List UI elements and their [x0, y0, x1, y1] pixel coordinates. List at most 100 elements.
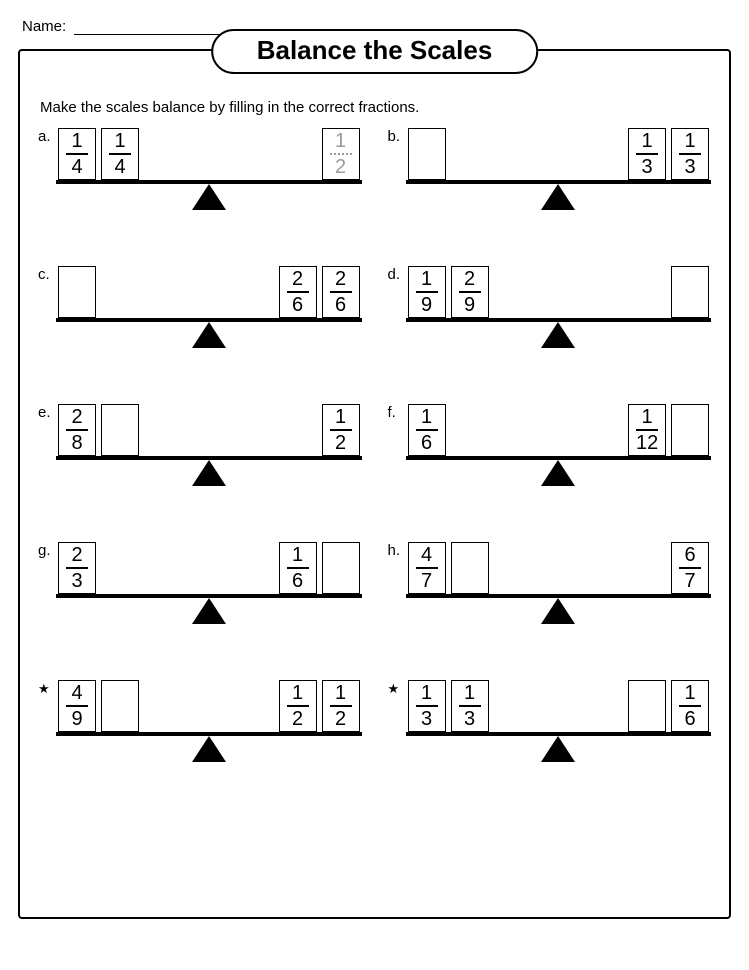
fraction-denominator: 6	[416, 433, 438, 453]
fraction-bar	[679, 567, 701, 569]
fraction-box: 26	[279, 266, 317, 318]
fraction-box: 26	[322, 266, 360, 318]
fraction-box: 47	[408, 542, 446, 594]
scale-right-side	[671, 266, 709, 318]
scale-fulcrum	[192, 460, 226, 486]
fraction-denominator: 6	[287, 571, 309, 591]
balance-scale: 4767	[406, 540, 712, 624]
fraction-numerator: 2	[287, 269, 309, 289]
fraction-bar	[416, 291, 438, 293]
problem-label: f.	[388, 402, 406, 421]
scale-left-side	[408, 128, 446, 180]
fraction-box: 16	[408, 404, 446, 456]
fraction-box-empty[interactable]	[671, 266, 709, 318]
fraction-box: 13	[408, 680, 446, 732]
fraction-bar	[109, 153, 131, 155]
problem-label: h.	[388, 540, 406, 559]
fraction-numerator: 2	[330, 269, 352, 289]
balance-scale: 141412	[56, 126, 362, 210]
fraction-bar	[287, 705, 309, 707]
fraction-box-empty[interactable]	[322, 542, 360, 594]
scale-left-side: 1414	[58, 128, 139, 180]
fraction-bar	[330, 429, 352, 431]
fraction-box-empty[interactable]	[58, 266, 96, 318]
fraction-box: 13	[671, 128, 709, 180]
fraction-box: 28	[58, 404, 96, 456]
problem: d.1929	[388, 264, 712, 348]
fraction-box: 16	[671, 680, 709, 732]
scale-fulcrum	[541, 322, 575, 348]
fraction-box-empty[interactable]	[671, 404, 709, 456]
fraction-box: 67	[671, 542, 709, 594]
fraction-numerator: 2	[66, 407, 88, 427]
scale-beam: 491212	[56, 678, 362, 736]
problem: a.141412	[38, 126, 362, 210]
scale-fulcrum	[541, 598, 575, 624]
fraction-box: 49	[58, 680, 96, 732]
fraction-numerator: 6	[679, 545, 701, 565]
fraction-box-empty[interactable]	[101, 404, 139, 456]
fraction-denominator: 4	[109, 157, 131, 177]
fraction-denominator: 9	[459, 295, 481, 315]
problem-label: c.	[38, 264, 56, 283]
fraction-bar	[416, 705, 438, 707]
problems-grid: a.141412b.1313c.2626d.1929e.2812f.16112g…	[38, 126, 711, 762]
problem: c.2626	[38, 264, 362, 348]
fraction-denominator: 6	[287, 295, 309, 315]
problem-label: a.	[38, 126, 56, 145]
fraction-denominator: 2	[330, 157, 352, 177]
scale-right-side: 16	[628, 680, 709, 732]
scale-beam: 2626	[56, 264, 362, 322]
fraction-box: 12	[322, 680, 360, 732]
fraction-numerator: 2	[66, 545, 88, 565]
scale-beam: 4767	[406, 540, 712, 598]
scale-left-side: 1929	[408, 266, 489, 318]
fraction-denominator: 12	[636, 433, 658, 453]
fraction-box-empty[interactable]	[101, 680, 139, 732]
fraction-box: 12	[322, 404, 360, 456]
scale-right-side: 2626	[279, 266, 360, 318]
scale-right-side: 1313	[628, 128, 709, 180]
scale-beam: 1313	[406, 126, 712, 184]
fraction-bar	[459, 705, 481, 707]
fraction-box-empty[interactable]	[408, 128, 446, 180]
fraction-bar	[66, 705, 88, 707]
fraction-denominator: 3	[679, 157, 701, 177]
problem-label-star	[388, 678, 406, 697]
problem-label: b.	[388, 126, 406, 145]
scale-beam: 16112	[406, 402, 712, 460]
problem-label-star	[38, 678, 56, 697]
fraction-numerator: 1	[109, 131, 131, 151]
balance-scale: 2316	[56, 540, 362, 624]
fraction-numerator: 1	[459, 683, 481, 703]
balance-scale: 131316	[406, 678, 712, 762]
fraction-denominator: 9	[416, 295, 438, 315]
fraction-denominator: 2	[330, 433, 352, 453]
fraction-bar	[287, 291, 309, 293]
fraction-box: 14	[58, 128, 96, 180]
fraction-numerator: 1	[679, 131, 701, 151]
problem: h.4767	[388, 540, 712, 624]
worksheet-frame: Balance the Scales Make the scales balan…	[18, 49, 731, 919]
fraction-denominator: 6	[679, 709, 701, 729]
fraction-numerator: 4	[416, 545, 438, 565]
fraction-box-empty[interactable]	[451, 542, 489, 594]
fraction-numerator: 1	[636, 131, 658, 151]
fraction-bar	[66, 567, 88, 569]
fraction-bar	[287, 567, 309, 569]
fraction-denominator: 7	[416, 571, 438, 591]
fraction-box-empty[interactable]	[628, 680, 666, 732]
scale-right-side: 112	[628, 404, 709, 456]
fraction-box: 12	[322, 128, 360, 180]
instructions-text: Make the scales balance by filling in th…	[40, 99, 711, 116]
scale-right-side: 12	[322, 404, 360, 456]
fraction-numerator: 1	[287, 545, 309, 565]
scale-left-side	[58, 266, 96, 318]
fraction-numerator: 1	[679, 683, 701, 703]
scale-beam: 2316	[56, 540, 362, 598]
fraction-bar	[459, 291, 481, 293]
fraction-numerator: 1	[636, 407, 658, 427]
fraction-numerator: 1	[330, 407, 352, 427]
fraction-box: 16	[279, 542, 317, 594]
fraction-numerator: 4	[66, 683, 88, 703]
